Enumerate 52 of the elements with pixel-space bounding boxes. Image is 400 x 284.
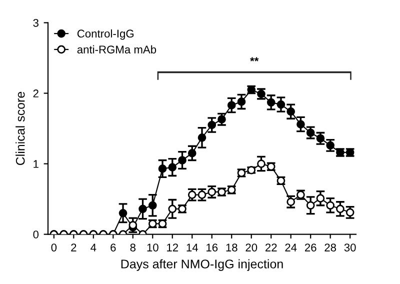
point — [266, 98, 276, 107]
x-tick-label: 0 — [51, 244, 57, 252]
x-tick-label: 8 — [130, 244, 136, 252]
point — [138, 204, 147, 214]
legend-label: anti-RGMa mAb — [77, 45, 156, 54]
y-tick-label: 3 — [33, 18, 38, 27]
x-tick-label: 22 — [265, 244, 277, 252]
x-tick-label: 24 — [285, 244, 297, 252]
point — [218, 115, 226, 124]
x-tick-label: 26 — [304, 244, 316, 252]
annotation: ** — [250, 57, 259, 62]
x-tick-label: 16 — [206, 244, 218, 252]
x-tick-label: 2 — [71, 244, 76, 252]
point — [237, 98, 246, 106]
x-tick-label: 30 — [344, 244, 356, 252]
point — [286, 107, 296, 116]
x-tick-label: 10 — [147, 244, 158, 252]
point — [158, 164, 167, 173]
x-tick-label: 4 — [90, 244, 96, 252]
point — [257, 160, 266, 168]
point — [148, 201, 157, 210]
point — [188, 149, 196, 158]
point — [306, 201, 315, 210]
point — [306, 128, 315, 137]
x-tick-label: 14 — [186, 244, 198, 252]
point — [276, 100, 286, 109]
point — [336, 204, 344, 214]
legend-label: Control-IgG — [77, 29, 134, 40]
point — [198, 134, 206, 142]
y-axis-title: Clinical score — [16, 92, 25, 166]
y-tick-label: 0 — [33, 230, 39, 238]
point — [316, 134, 325, 143]
point — [188, 190, 196, 199]
x-tick-label: 20 — [246, 244, 258, 252]
point — [168, 204, 177, 214]
x-tick-label: 18 — [226, 244, 238, 252]
point — [286, 198, 296, 206]
point — [118, 208, 128, 218]
point — [168, 163, 177, 172]
point — [178, 156, 186, 164]
point — [296, 120, 305, 128]
x-tick-label: 6 — [110, 244, 116, 252]
point — [316, 194, 325, 202]
x-axis-title: Days after NMO-IgG injection — [121, 259, 283, 271]
x-tick-label: 12 — [167, 244, 178, 252]
point — [198, 190, 206, 199]
point — [326, 201, 334, 210]
y-tick-label: 1 — [34, 160, 38, 168]
point — [208, 120, 216, 130]
x-tick-label: 28 — [324, 244, 336, 252]
point — [227, 101, 236, 110]
y-tick-label: 2 — [33, 90, 38, 98]
